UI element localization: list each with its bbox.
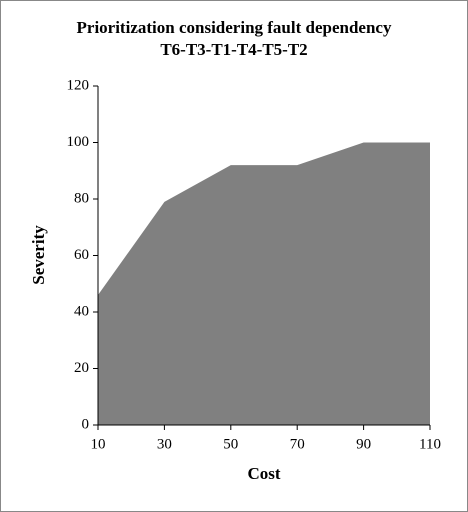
x-tick-label: 30 xyxy=(157,436,172,452)
x-tick-label: 50 xyxy=(223,436,238,452)
y-tick-label: 40 xyxy=(74,303,89,319)
y-tick-label: 0 xyxy=(82,416,90,432)
y-tick-label: 80 xyxy=(74,190,89,206)
x-tick-label: 10 xyxy=(91,436,106,452)
chart-title: Prioritization considering fault depende… xyxy=(77,18,392,37)
x-tick-label: 110 xyxy=(419,436,441,452)
x-tick-label: 90 xyxy=(356,436,371,452)
x-axis-title: Cost xyxy=(247,464,280,483)
x-tick-label: 70 xyxy=(290,436,305,452)
y-tick-label: 120 xyxy=(67,77,90,93)
chart-subtitle: T6-T3-T1-T4-T5-T2 xyxy=(160,40,307,59)
y-axis-title: Severity xyxy=(29,225,48,285)
y-tick-label: 20 xyxy=(74,360,89,376)
y-tick-label: 100 xyxy=(67,134,90,150)
area xyxy=(98,142,430,425)
y-tick-label: 60 xyxy=(74,247,89,263)
